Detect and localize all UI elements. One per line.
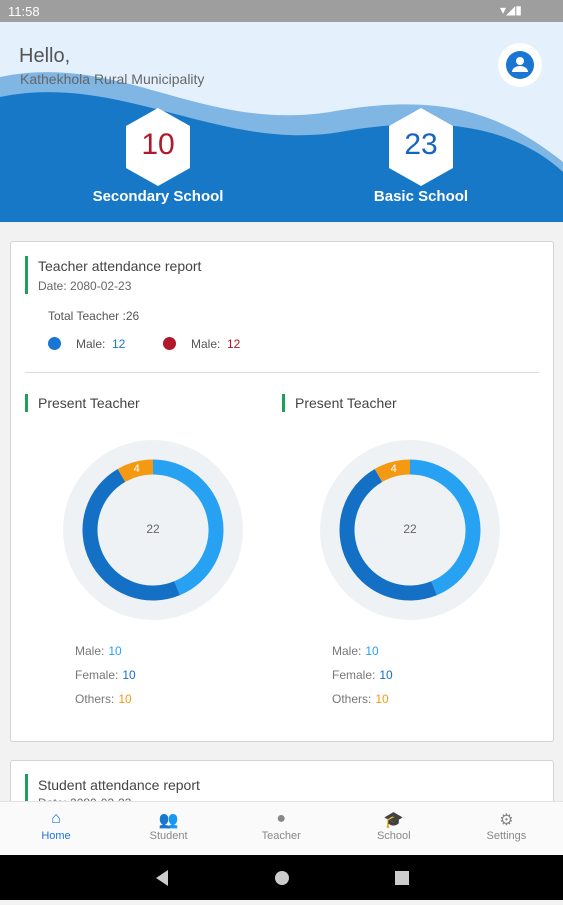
stat-row: Male: 10 — [75, 644, 122, 658]
accent — [25, 394, 28, 412]
nav-item[interactable]: ● Teacher — [225, 810, 337, 842]
stat-value: 10 — [108, 644, 122, 658]
nav-item[interactable]: ⚙ Settings — [450, 810, 562, 842]
accent — [25, 774, 28, 804]
stat-row: Others: 10 — [332, 692, 389, 706]
donut-segment — [339, 468, 437, 601]
legend-value: 12 — [227, 337, 241, 351]
stat-row: Female: 10 — [75, 668, 136, 682]
status-bar: 11:58 ▾◢▮ — [0, 0, 563, 22]
stat-label: Others: — [75, 692, 115, 706]
segment-label: 4 — [134, 463, 140, 475]
stat-value: 10 — [118, 692, 132, 706]
stat-row: Female: 10 — [332, 668, 393, 682]
stat-label: Female: — [75, 668, 119, 682]
donut-chart: 4 22 — [63, 440, 243, 620]
nav-icon: 👥 — [158, 812, 179, 829]
system-nav — [0, 855, 563, 900]
nav-icon: ⌂ — [51, 810, 61, 827]
donut-center: 22 — [146, 522, 160, 536]
nav-label: School — [376, 830, 411, 842]
greeting: Hello, — [19, 45, 71, 67]
organization: Kathekhola Rural Municipality — [20, 71, 205, 87]
status-icons: ▾◢▮ — [500, 3, 522, 17]
stat-value: 10 — [365, 644, 379, 658]
donut-segment — [409, 459, 481, 596]
nav-label: Teacher — [261, 830, 301, 842]
accent — [282, 394, 285, 412]
report-title: Teacher attendance report — [38, 258, 202, 274]
stat-label: Male: — [75, 644, 105, 658]
divider — [25, 372, 539, 373]
stat-value: 23 — [404, 128, 438, 161]
stat-label: Female: — [332, 668, 376, 682]
nav-label: Settings — [486, 830, 527, 842]
bottom-nav — [0, 801, 563, 856]
donut-segment — [152, 459, 224, 596]
stat-value: 10 — [379, 668, 393, 682]
header — [0, 22, 563, 222]
donut-center: 22 — [403, 522, 417, 536]
nav-icon: ⚙ — [499, 812, 514, 829]
panel-title: Present Teacher — [295, 395, 397, 411]
stat-label: Others: — [332, 692, 372, 706]
segment-label: 4 — [391, 463, 397, 475]
nav-icon: ● — [276, 810, 287, 827]
panel-title: Present Teacher — [38, 395, 140, 411]
nav-icon: 🎓 — [383, 812, 404, 829]
stat-row: Male: 10 — [332, 644, 379, 658]
total-teacher: Total Teacher :26 — [48, 309, 140, 323]
accent — [25, 256, 28, 294]
stat-label: Secondary School — [92, 188, 224, 205]
nav-item[interactable]: 🎓 School — [338, 810, 450, 842]
donut-segment — [117, 459, 154, 483]
nav-item[interactable]: 👥 Student — [113, 810, 225, 842]
stat-label: Male: — [332, 644, 362, 658]
legend-label: Male: — [191, 337, 221, 351]
status-time: 11:58 — [8, 4, 40, 19]
stat-label: Basic School — [373, 188, 469, 205]
legend-dot — [48, 337, 61, 350]
donut-segment — [82, 468, 180, 601]
legend-value: 12 — [112, 337, 126, 351]
donut-segment — [374, 459, 411, 483]
donut-chart: 4 22 — [320, 440, 500, 620]
stat-value: 10 — [375, 692, 389, 706]
stat-value: 10 — [141, 128, 175, 161]
nav-item[interactable]: ⌂ Home — [0, 810, 112, 842]
stat-row: Others: 10 — [75, 692, 132, 706]
legend-label: Male: — [76, 337, 106, 351]
nav-label: Home — [41, 830, 71, 842]
report-title: Student attendance report — [38, 777, 200, 793]
stat-value: 10 — [122, 668, 136, 682]
legend-dot — [163, 337, 176, 350]
report-date: Date: 2080-02-23 — [38, 279, 132, 293]
nav-label: Student — [149, 830, 188, 842]
